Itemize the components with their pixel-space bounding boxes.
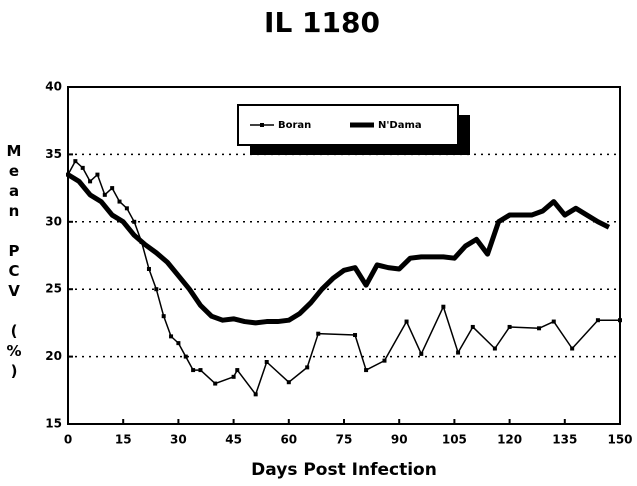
point-marker	[213, 381, 218, 386]
point-marker	[102, 192, 107, 197]
point-marker	[231, 374, 236, 379]
point-marker	[364, 368, 369, 373]
y-tick-label: 20	[45, 349, 62, 363]
point-marker	[88, 179, 93, 184]
x-tick-label: 105	[442, 433, 467, 447]
point-marker	[551, 319, 556, 324]
x-tick-label: 60	[280, 433, 297, 447]
point-marker	[191, 368, 196, 373]
x-tick-label: 30	[170, 433, 187, 447]
point-marker	[132, 219, 137, 224]
point-marker	[176, 341, 181, 346]
series-line	[67, 160, 620, 396]
point-marker	[286, 380, 291, 385]
x-tick-label: 0	[64, 433, 72, 447]
x-tick-label: 135	[552, 433, 577, 447]
point-marker	[95, 172, 100, 177]
point-marker	[507, 324, 512, 329]
point-marker	[618, 318, 622, 323]
point-marker	[146, 266, 151, 271]
point-marker	[382, 358, 387, 363]
point-marker	[404, 319, 409, 324]
point-marker	[570, 346, 575, 351]
chart-title: IL 1180	[264, 6, 380, 39]
series-line	[66, 172, 611, 326]
point-marker	[110, 186, 115, 191]
x-tick-label: 45	[225, 433, 242, 447]
point-marker	[456, 350, 461, 355]
x-tick-label: 150	[607, 433, 632, 447]
point-marker	[124, 206, 129, 211]
point-marker	[154, 287, 159, 292]
x-tick-label: 120	[497, 433, 522, 447]
y-tick-label: 30	[45, 214, 62, 228]
y-tick-label: 15	[45, 417, 62, 431]
point-marker	[316, 331, 321, 336]
x-tick-label: 90	[391, 433, 408, 447]
point-marker	[183, 354, 188, 359]
point-marker	[470, 324, 475, 329]
point-marker	[161, 314, 166, 319]
y-tick-label: 40	[45, 80, 62, 94]
y-tick-label: 35	[45, 147, 62, 161]
point-marker	[253, 392, 258, 397]
x-tick-label: 75	[336, 433, 353, 447]
legend-label: Boran	[278, 120, 311, 131]
y-tick-label: 25	[45, 282, 62, 296]
point-marker	[305, 365, 310, 370]
point-marker	[419, 351, 424, 356]
point-marker	[492, 346, 497, 351]
point-marker	[441, 304, 446, 309]
point-marker	[235, 368, 240, 373]
y-axis-label: Mean PCV (%)	[5, 142, 23, 382]
legend-label: N'Dama	[378, 120, 422, 131]
point-marker	[117, 199, 122, 204]
legend-box	[237, 104, 459, 146]
legend-marker	[260, 123, 264, 127]
point-marker	[198, 368, 203, 373]
x-tick-label: 15	[115, 433, 132, 447]
point-marker	[264, 359, 269, 364]
point-marker	[353, 333, 358, 338]
x-axis-label: Days Post Infection	[251, 460, 437, 480]
point-marker	[73, 159, 78, 164]
point-marker	[595, 318, 600, 323]
point-marker	[80, 165, 85, 170]
point-marker	[537, 326, 542, 331]
point-marker	[169, 334, 174, 339]
